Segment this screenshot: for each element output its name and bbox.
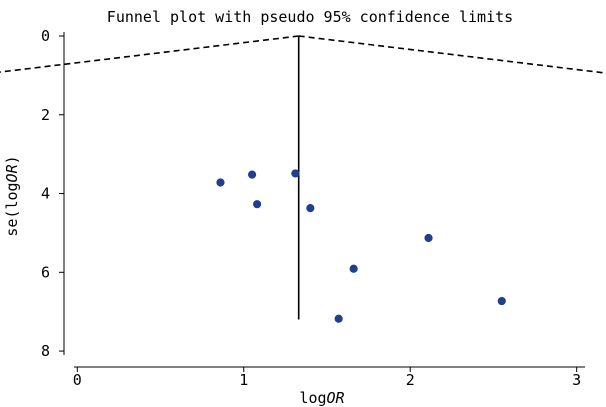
x-axis-title-italic: OR [327, 389, 345, 407]
data-points [216, 169, 506, 323]
axes [63, 32, 585, 368]
x-axis-title-prefix: log [299, 389, 326, 407]
x-tick-label: 1 [239, 371, 248, 389]
y-tick-label: 8 [41, 342, 50, 360]
study-point [252, 200, 262, 209]
x-tick-label: 0 [73, 371, 82, 389]
study-point [216, 178, 225, 187]
study-point [424, 233, 433, 243]
study-point [306, 204, 315, 213]
study-point [247, 170, 257, 179]
ticks: 0 2 4 6 8 0 1 2 3 [41, 27, 581, 389]
y-tick-label: 4 [41, 185, 50, 203]
y-axis-title: se(logOR) [3, 155, 21, 236]
y-axis-title-suffix: ) [3, 155, 21, 164]
funnel-lines [0, 35, 606, 320]
x-axis-title: logOR [299, 389, 344, 407]
study-point [291, 169, 300, 178]
chart-title: Funnel plot with pseudo 95% confidence l… [107, 8, 513, 26]
study-point [349, 264, 358, 273]
y-tick-label: 2 [41, 106, 50, 124]
x-tick-label: 2 [406, 371, 415, 389]
y-axis-title-italic: OR [3, 164, 21, 182]
ci-upper-bound-line [298, 35, 606, 74]
study-point [497, 296, 506, 306]
y-tick-label: 0 [41, 27, 50, 45]
y-tick-label: 6 [41, 263, 50, 281]
y-axis-title-prefix: se(log [3, 182, 21, 236]
study-point [334, 314, 343, 323]
x-tick-label: 3 [572, 371, 581, 389]
